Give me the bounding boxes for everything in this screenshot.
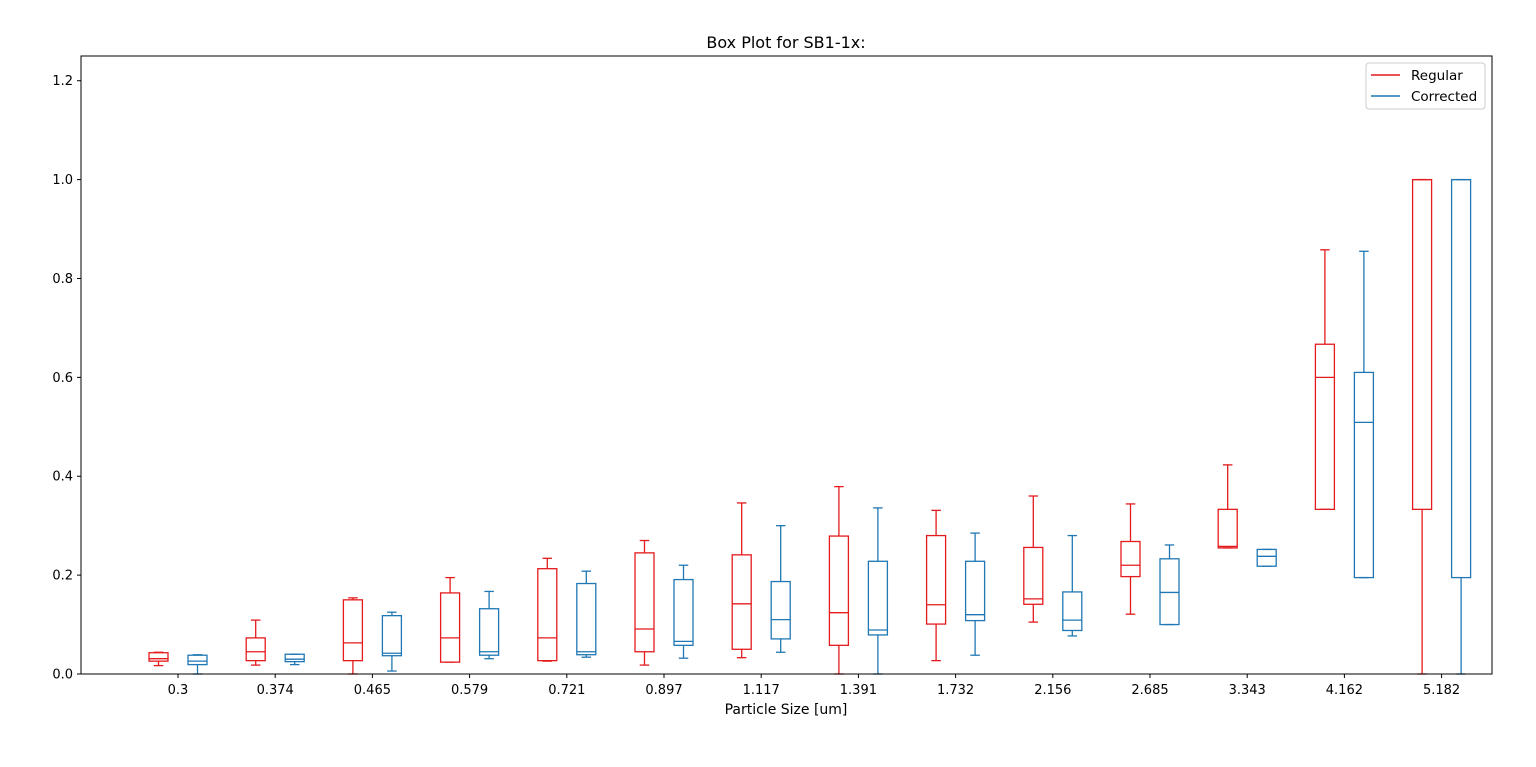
x-tick-label: 1.732 [937,683,974,698]
box-regular [537,557,558,662]
box-body [1353,371,1375,579]
box-regular [634,539,655,666]
x-tick-label: 2.156 [1034,683,1071,698]
y-tick-label: 1.0 [52,173,73,188]
box-corrected [964,532,986,656]
box-body [770,580,791,640]
x-tick-label: 0.897 [645,683,682,698]
box-body [245,637,266,662]
box-body [1256,548,1277,567]
x-tick-label: 0.465 [354,683,391,698]
x-axis: 0.3 0.374 0.465 0.579 0.721 0.897 1.117 1.391 1.… [168,674,1460,698]
box-body [1314,343,1336,511]
box-body [1062,591,1083,632]
box-regular [1217,464,1238,549]
box-corrected [1256,548,1277,567]
box-body [673,578,694,646]
x-tick-label: 1.391 [840,683,877,698]
box-corrected [576,570,597,658]
x-tick-label: 5.182 [1423,683,1460,698]
box-regular [1120,503,1141,615]
x-tick-label: 1.117 [743,683,780,698]
box-body [828,535,850,646]
box-corrected [478,590,500,660]
legend: Regular Corrected [1365,62,1486,110]
box-body [284,653,305,663]
x-tick-label: 0.579 [451,683,488,698]
y-tick-label: 0.4 [52,470,73,485]
box-body [342,599,364,662]
box-corrected [1159,544,1180,626]
box-body [1023,546,1044,605]
box-regular [245,619,266,666]
box-body [381,615,403,657]
legend-label-regular: Regular [1411,68,1463,84]
box-regular [1023,495,1044,623]
box-body [439,592,461,663]
box-body [1120,540,1141,578]
box-regular [731,502,752,659]
y-tick-label: 0.6 [52,371,73,386]
box-body [576,582,597,656]
box-body [867,560,889,636]
x-tick-label: 0.721 [548,683,585,698]
box-regular [148,651,169,667]
y-tick-label: 0.2 [52,569,73,584]
box-body [187,654,208,666]
box-body [731,554,752,650]
x-tick-label: 2.685 [1131,683,1168,698]
box-body [478,608,500,656]
plot-marks [148,178,1472,675]
box-body [148,652,169,662]
box-corrected [673,564,694,659]
box-regular [439,576,461,663]
box-corrected [381,611,403,672]
box-regular [1314,249,1336,511]
y-tick-label: 0.0 [52,668,73,683]
box-regular [1411,178,1433,675]
box-body [537,568,558,662]
box-corrected [284,653,305,666]
y-tick-label: 0.8 [52,272,73,287]
chart-title: Box Plot for SB1-1x: [706,33,865,52]
box-corrected [1062,534,1083,637]
x-tick-label: 0.3 [168,683,189,698]
box-body [634,552,655,653]
box-body [1159,558,1180,626]
plot-frame [80,55,1493,675]
box-body [925,534,947,625]
x-tick-label: 3.343 [1229,683,1266,698]
box-body [964,560,986,622]
box-regular [925,509,947,662]
box-corrected [770,525,791,653]
box-body [1217,508,1238,549]
box-corrected [1353,250,1375,579]
y-tick-label: 1.2 [52,74,73,89]
x-tick-label: 0.374 [257,683,294,698]
x-axis-label: Particle Size [um] [725,702,848,718]
y-axis: 0.0 0.2 0.4 0.6 0.8 1.0 1.2 [52,74,81,683]
x-tick-label: 4.162 [1326,683,1363,698]
legend-label-corrected: Corrected [1411,89,1477,105]
